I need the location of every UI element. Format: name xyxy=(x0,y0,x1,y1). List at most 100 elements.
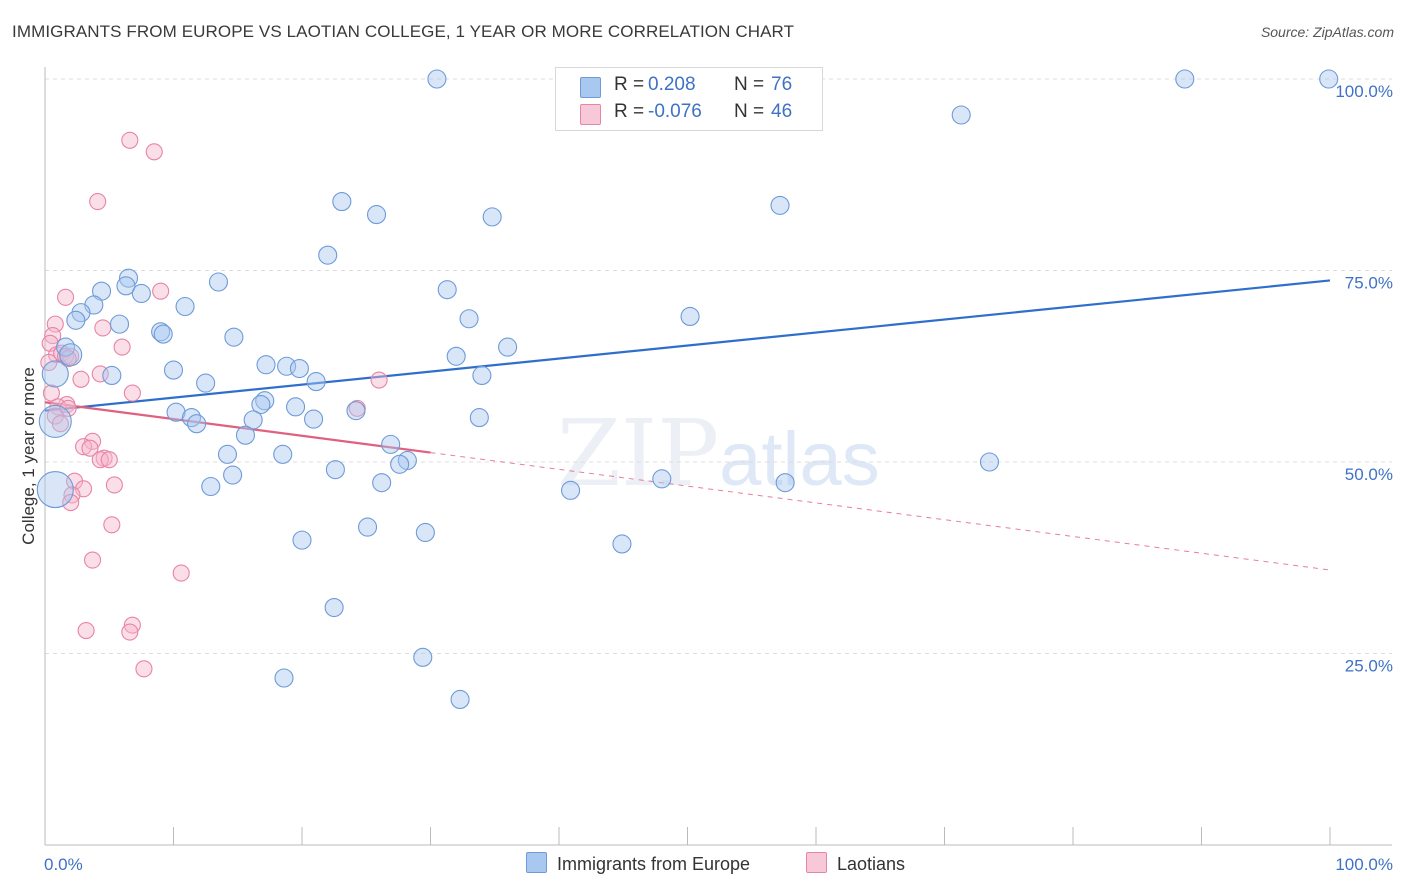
data-point-europe xyxy=(66,310,86,330)
data-point-laotians xyxy=(89,193,107,211)
data-point-europe xyxy=(472,365,492,385)
data-point-europe xyxy=(131,283,151,304)
source-label: Source: ZipAtlas.com xyxy=(1260,24,1394,40)
data-point-europe xyxy=(208,272,229,292)
data-point-europe xyxy=(482,207,502,227)
data-point-laotians xyxy=(145,143,163,161)
data-point-europe xyxy=(175,296,195,317)
data-point-europe xyxy=(196,373,216,393)
stats-legend: R = 0.208 N = 76 R = -0.076 N = 46 xyxy=(555,67,823,131)
data-point-europe xyxy=(223,465,243,485)
data-point-europe xyxy=(36,471,74,509)
data-point-europe xyxy=(381,434,401,454)
data-point-europe xyxy=(318,245,338,265)
data-point-laotians xyxy=(75,438,93,456)
data-point-europe xyxy=(235,425,256,445)
bottom-legend-laotians[interactable]: Laotians xyxy=(806,852,905,875)
y-tick-label: 75.0% xyxy=(1345,274,1393,293)
legend-swatch-laotians xyxy=(580,104,601,125)
data-point-europe xyxy=(187,414,207,434)
data-point-europe xyxy=(116,276,136,296)
y-axis-label: College, 1 year or more xyxy=(19,367,38,545)
data-point-europe xyxy=(770,195,790,215)
bottom-legend-europe[interactable]: Immigrants from Europe xyxy=(526,852,750,875)
bottom-legend-swatch-europe xyxy=(526,852,547,873)
legend-r-label: R = xyxy=(614,74,645,95)
data-point-europe xyxy=(118,268,139,288)
legend-row-europe: R = 0.208 N = 76 xyxy=(556,74,822,100)
data-point-laotians xyxy=(94,319,112,337)
data-point-europe xyxy=(56,337,76,357)
data-point-europe xyxy=(243,410,263,430)
data-point-laotians xyxy=(121,131,139,149)
data-point-europe xyxy=(163,360,184,380)
data-point-europe xyxy=(181,408,202,428)
data-point-europe xyxy=(201,476,221,497)
x-tick-label: 100.0% xyxy=(1335,855,1393,874)
data-point-europe xyxy=(450,689,470,710)
data-point-europe xyxy=(413,647,433,667)
data-point-laotians xyxy=(348,399,366,417)
data-point-europe xyxy=(437,280,457,300)
data-point-europe xyxy=(109,314,130,334)
data-point-europe xyxy=(775,473,795,493)
legend-n-label: N = xyxy=(734,74,765,95)
data-point-laotians xyxy=(123,616,141,634)
watermark: ZIPatlas xyxy=(557,400,880,507)
data-point-laotians xyxy=(81,439,99,457)
data-points xyxy=(36,69,1339,710)
data-point-europe xyxy=(251,394,271,415)
data-point-europe xyxy=(41,360,69,388)
data-point-laotians xyxy=(72,370,90,388)
watermark-atlas: atlas xyxy=(719,417,880,502)
data-point-laotians xyxy=(100,451,118,469)
data-point-europe xyxy=(273,444,293,464)
data-point-europe xyxy=(59,343,83,367)
data-point-laotians xyxy=(121,623,139,641)
data-point-laotians xyxy=(103,516,121,534)
trend-line-laotians xyxy=(44,401,431,454)
data-point-laotians xyxy=(59,399,77,417)
data-point-laotians xyxy=(77,621,95,640)
data-point-europe xyxy=(951,105,971,125)
data-point-europe xyxy=(346,401,366,421)
y-tick-label: 25.0% xyxy=(1345,657,1393,676)
trend-line-europe xyxy=(44,279,1331,412)
data-point-europe xyxy=(1319,69,1339,89)
data-point-europe xyxy=(274,668,294,688)
data-point-laotians xyxy=(123,384,141,402)
data-point-europe xyxy=(286,397,306,417)
legend-n-value: 76 xyxy=(771,74,793,95)
data-point-europe xyxy=(366,205,387,225)
bottom-legend-label-europe: Immigrants from Europe xyxy=(557,854,751,874)
data-point-europe xyxy=(324,597,344,618)
data-point-laotians xyxy=(62,347,80,365)
x-tick-label: 0.0% xyxy=(44,855,83,874)
bottom-legend-label-laotians: Laotians xyxy=(837,854,906,874)
legend-r-label: R = xyxy=(614,101,645,122)
data-point-europe xyxy=(680,306,700,327)
data-point-laotians xyxy=(42,384,60,402)
data-point-laotians xyxy=(91,451,109,469)
data-point-laotians xyxy=(62,494,80,512)
data-point-europe xyxy=(325,460,345,480)
data-point-laotians xyxy=(105,476,123,494)
watermark-zip: ZIP xyxy=(557,400,720,507)
data-point-europe xyxy=(38,404,72,438)
data-point-europe xyxy=(102,365,122,385)
data-point-europe xyxy=(390,454,410,474)
legend-r-value: 0.208 xyxy=(648,74,696,95)
data-point-europe xyxy=(427,69,447,89)
y-tick-label: 50.0% xyxy=(1345,465,1393,484)
data-point-laotians xyxy=(152,282,170,300)
data-point-europe xyxy=(166,402,186,422)
data-point-europe xyxy=(306,372,326,392)
data-point-europe xyxy=(304,409,324,429)
data-point-europe xyxy=(561,480,581,500)
legend-row-laotians: R = -0.076 N = 46 xyxy=(556,101,822,127)
data-point-europe xyxy=(289,358,309,379)
data-point-europe xyxy=(498,337,518,357)
legend-n-label: N = xyxy=(734,101,765,122)
axes xyxy=(44,67,1392,846)
